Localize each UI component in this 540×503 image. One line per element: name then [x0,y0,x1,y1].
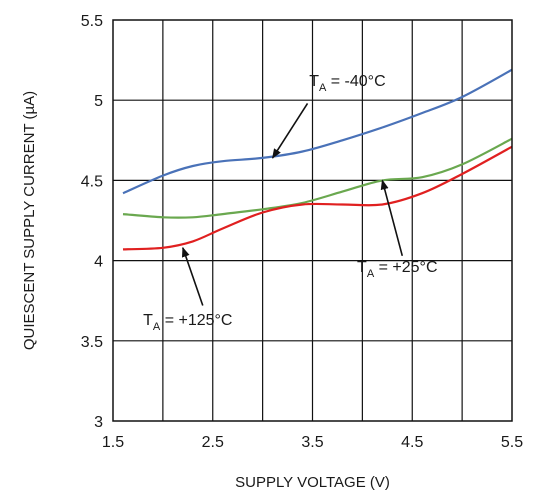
x-tick-label: 5.5 [501,434,523,451]
y-tick-label: 3.5 [81,334,103,351]
tick-labels: 1.5 2.5 3.5 4.5 5.5 3 3.5 4 4.5 5 5.5 [81,13,523,451]
annotation-label: TA = +25°C [357,259,437,280]
annotation-arrow [271,102,309,159]
annotation-arrow [181,246,204,306]
x-tick-label: 1.5 [102,434,124,451]
series-line [122,137,513,219]
x-tick-label: 3.5 [301,434,323,451]
plot-frame [112,19,513,422]
annotations: TA = -40°C TA = +25°C TA = +125°C [143,73,437,333]
x-axis-label: SUPPLY VOLTAGE (V) [235,474,390,491]
series-lines [122,68,513,251]
y-tick-label: 3 [94,414,103,431]
annotation-label: TA = +125°C [143,312,232,333]
y-tick-label: 5.5 [81,13,103,30]
y-tick-label: 5 [94,93,103,110]
series-line [122,145,513,251]
grid [113,20,512,421]
series-line [122,68,513,195]
y-tick-label: 4 [94,254,103,271]
annotation-arrow [380,179,404,256]
y-axis-label: QUIESCENT SUPPLY CURRENT (µA) [21,91,38,350]
x-tick-label: 2.5 [202,434,224,451]
y-tick-label: 4.5 [81,173,103,190]
annotation-label: TA = -40°C [309,73,385,94]
x-tick-label: 4.5 [401,434,423,451]
